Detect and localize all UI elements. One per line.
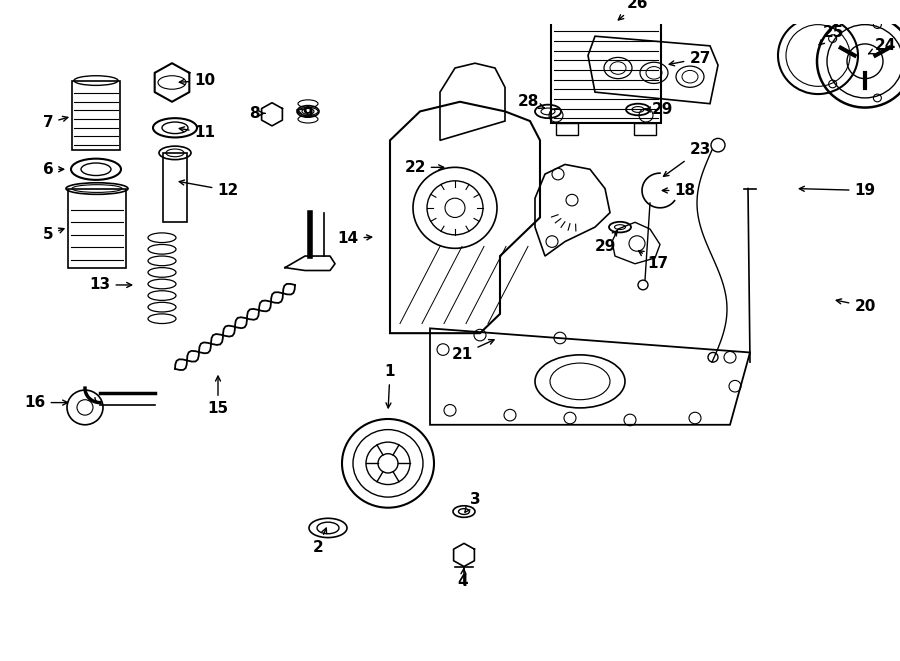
Text: 24: 24 xyxy=(868,38,896,54)
Text: 17: 17 xyxy=(639,251,669,271)
Text: 14: 14 xyxy=(338,231,372,246)
Text: 5: 5 xyxy=(42,227,64,243)
Text: 21: 21 xyxy=(452,340,494,362)
Text: 26: 26 xyxy=(618,0,649,20)
Text: 1: 1 xyxy=(385,364,395,408)
Text: 18: 18 xyxy=(662,183,696,198)
Text: 23: 23 xyxy=(663,143,711,176)
Text: 29: 29 xyxy=(594,231,617,254)
Bar xyxy=(556,123,578,135)
Text: 16: 16 xyxy=(24,395,68,410)
Text: 9: 9 xyxy=(297,106,313,121)
Bar xyxy=(68,188,126,268)
Bar xyxy=(551,9,661,123)
Text: 19: 19 xyxy=(799,183,876,198)
Bar xyxy=(72,81,120,150)
Bar xyxy=(163,153,187,222)
Text: 20: 20 xyxy=(836,299,876,314)
Text: 29: 29 xyxy=(645,102,672,117)
Text: 27: 27 xyxy=(670,51,711,66)
Text: 22: 22 xyxy=(404,160,444,175)
Bar xyxy=(634,123,656,135)
Text: 11: 11 xyxy=(179,125,215,140)
Text: 12: 12 xyxy=(179,180,239,198)
Text: 15: 15 xyxy=(207,376,229,416)
Text: 25: 25 xyxy=(819,25,843,45)
Text: 8: 8 xyxy=(248,106,265,121)
Text: 2: 2 xyxy=(312,528,327,555)
Text: 4: 4 xyxy=(458,568,468,590)
Text: 3: 3 xyxy=(465,492,481,512)
Text: 7: 7 xyxy=(42,116,68,130)
Text: 10: 10 xyxy=(179,73,216,88)
Text: 6: 6 xyxy=(42,162,64,176)
Text: 13: 13 xyxy=(89,278,131,292)
Text: 28: 28 xyxy=(518,95,544,109)
